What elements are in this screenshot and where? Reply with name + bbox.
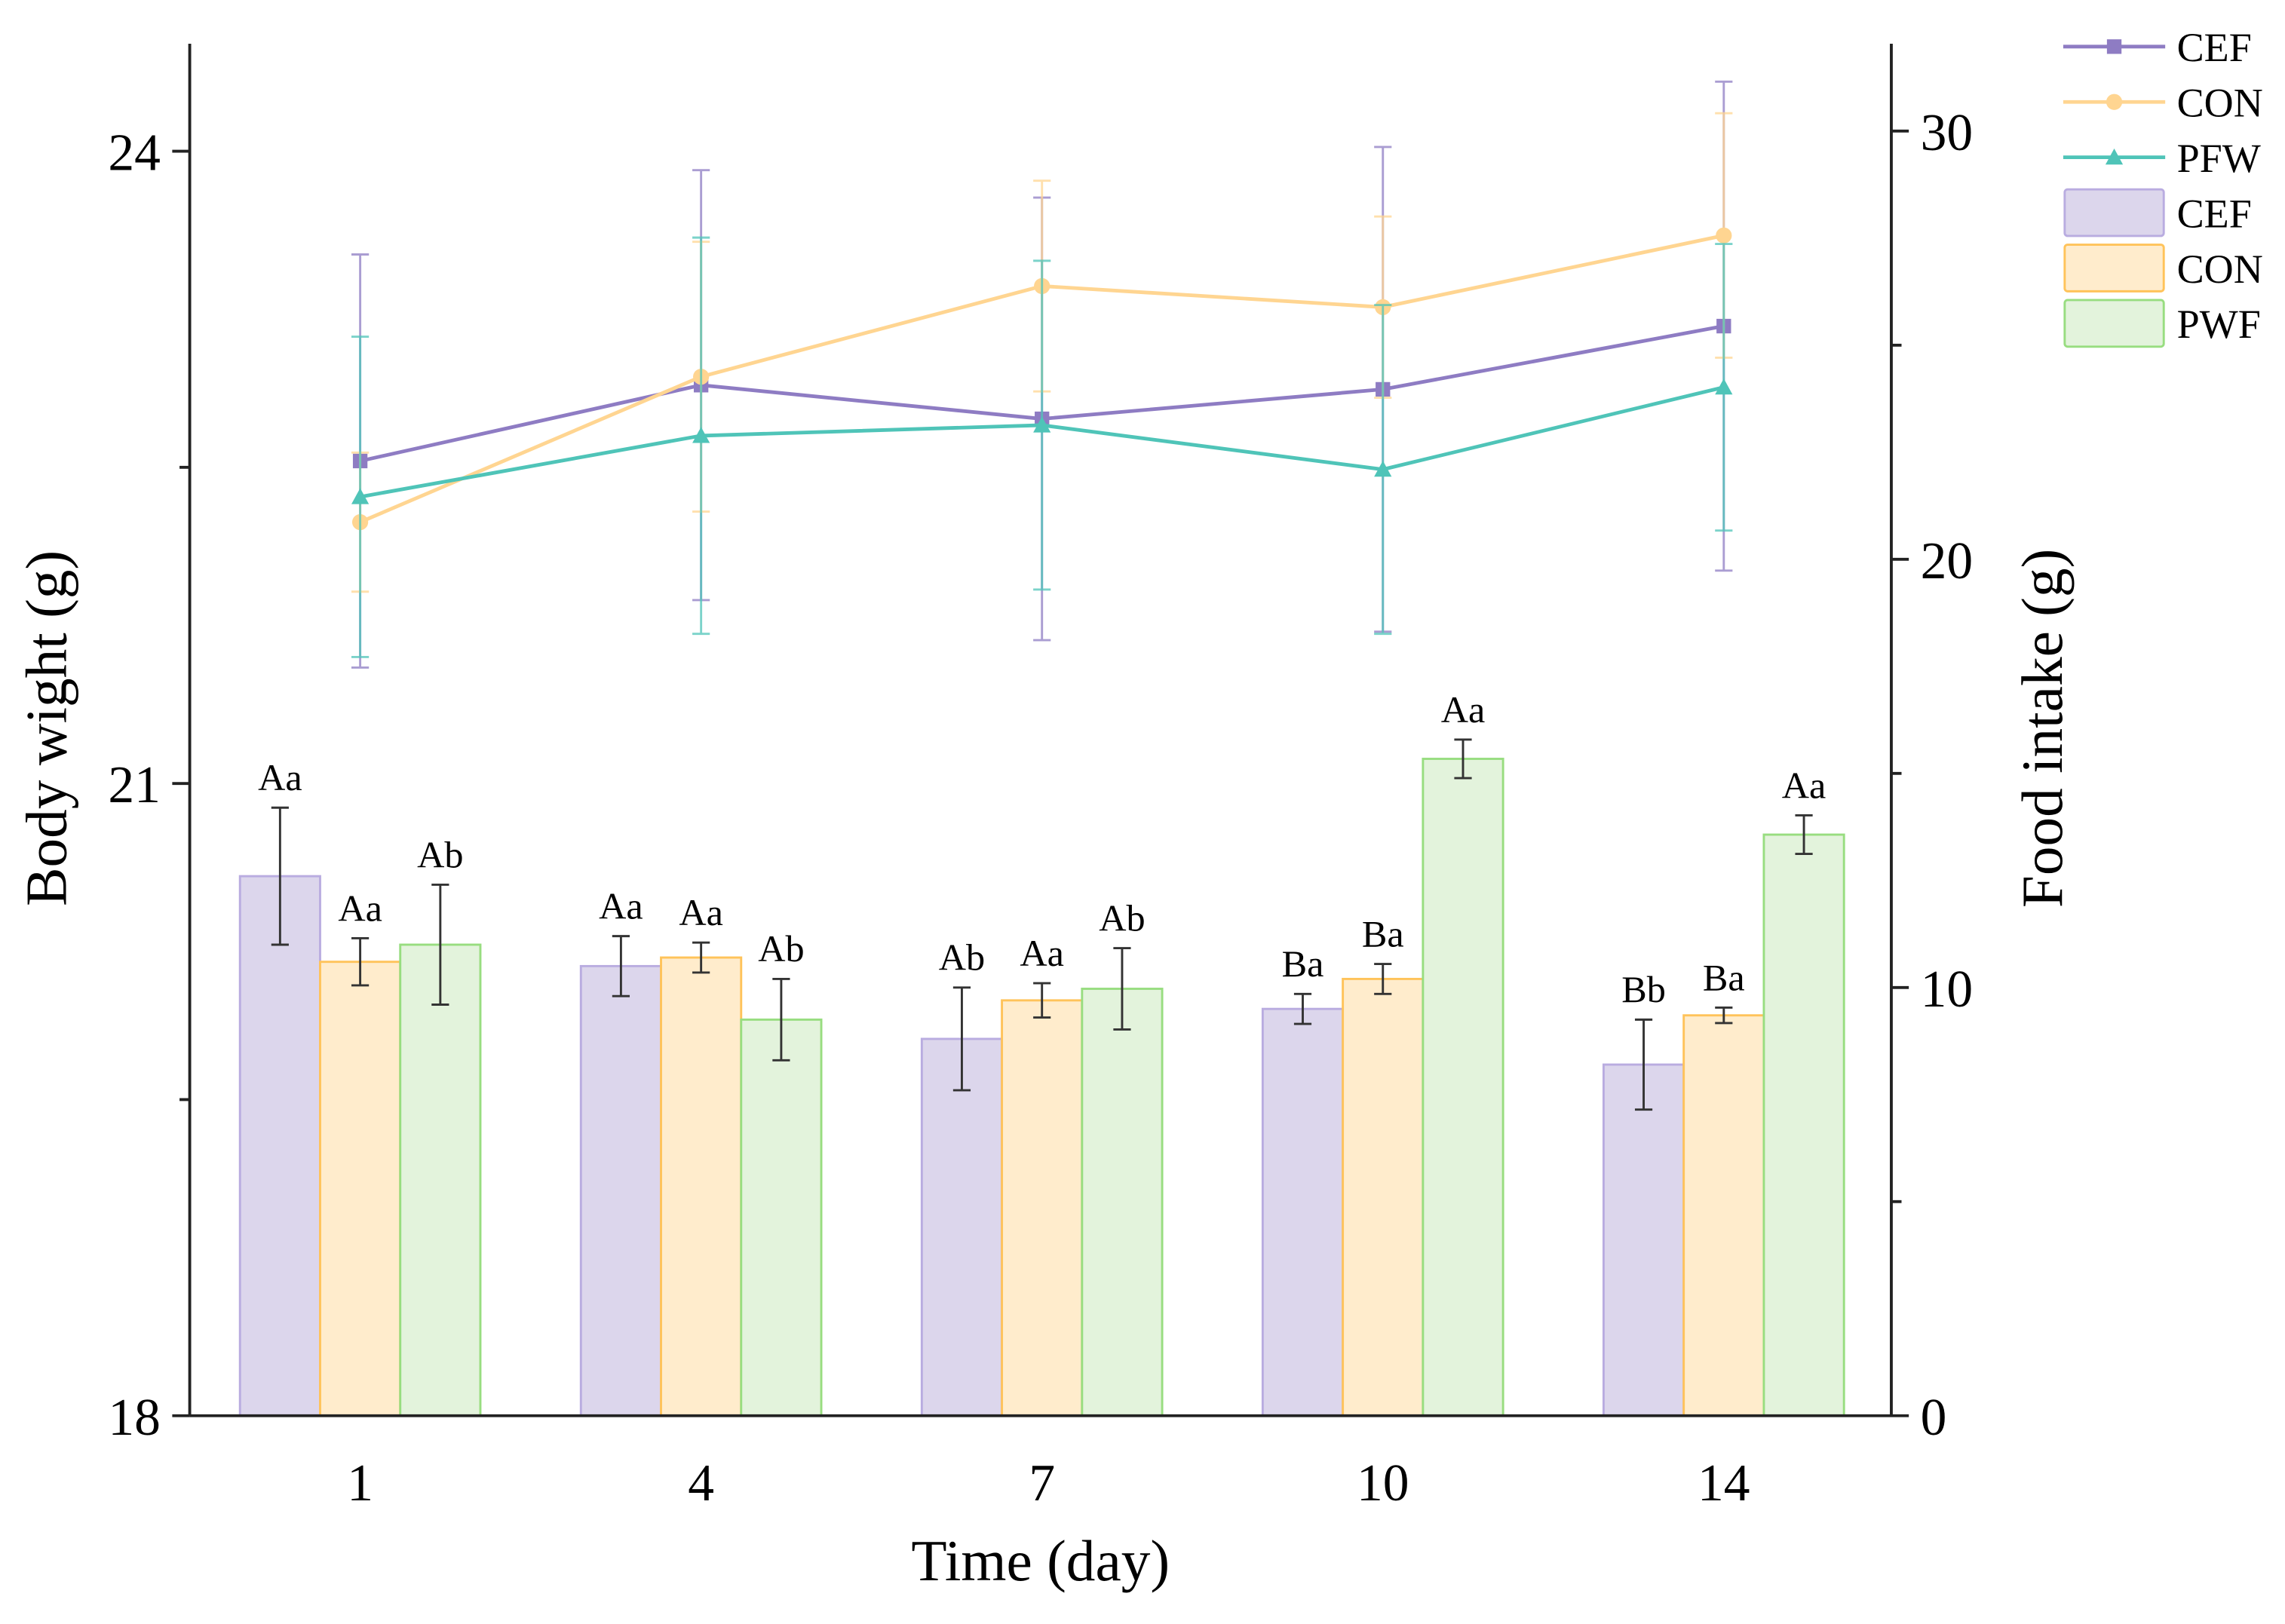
x-tick-label: 1 <box>347 1454 373 1512</box>
bar-error-bar <box>1033 982 1051 1019</box>
bar-significance-label: Ab <box>417 833 463 875</box>
bar-cef <box>1261 1007 1345 1417</box>
point-con <box>1716 227 1732 244</box>
legend-marker-pfw <box>2105 149 2124 165</box>
bar-con <box>660 956 743 1417</box>
bar-error-bar <box>1715 1007 1733 1025</box>
x-tick-label: 7 <box>1029 1454 1055 1512</box>
bar-con <box>1682 1014 1765 1417</box>
bar-significance-label: Ba <box>1703 956 1745 998</box>
legend-bar-swatch <box>2063 188 2165 237</box>
bar-cef <box>579 964 662 1417</box>
x-tick-label: 10 <box>1357 1454 1409 1512</box>
bar-pwf <box>740 1018 823 1417</box>
y-axis-right-label: Food intake (g) <box>2010 549 2075 908</box>
bar-significance-label: Bb <box>1621 968 1666 1010</box>
bar-significance-label: Ab <box>758 927 804 970</box>
bar-significance-label: Ab <box>1099 896 1145 939</box>
bar-pwf <box>1762 833 1845 1417</box>
bar-cef <box>920 1037 1004 1417</box>
bar-significance-label: Aa <box>1441 688 1486 731</box>
bar-error-bar <box>1293 992 1312 1025</box>
bar-significance-label: Ab <box>939 936 985 979</box>
bar-cef <box>238 875 321 1417</box>
y-right-tick-label: 10 <box>1921 961 1974 1019</box>
x-axis-label: Time (day) <box>911 1528 1170 1593</box>
y-right-tick-label: 30 <box>1921 104 1974 162</box>
point-pfw <box>351 488 370 504</box>
bar-error-bar <box>271 806 289 946</box>
legend-bar-swatch <box>2063 299 2165 348</box>
point-pfw <box>1715 378 1733 395</box>
y-left-tick-label: 24 <box>108 124 161 182</box>
legend-label: CON <box>2177 247 2263 292</box>
legend-bar-swatch <box>2063 244 2165 293</box>
bar-error-bar <box>612 935 630 997</box>
bar-con <box>319 961 402 1417</box>
bar-significance-label: Ba <box>1362 912 1404 954</box>
y-axis-left-label: Body wight (g) <box>14 550 78 906</box>
bar-significance-label: Aa <box>599 884 643 927</box>
point-pfw <box>692 427 710 443</box>
bar-significance-label: Aa <box>258 756 302 798</box>
bar-error-bar <box>1795 814 1813 856</box>
bar-significance-label: Aa <box>338 887 382 929</box>
bar-error-bar <box>692 941 710 974</box>
legend-label: CON <box>2177 81 2263 126</box>
bar-error-bar <box>772 977 790 1062</box>
bar-con <box>1342 977 1425 1417</box>
bar-error-bar <box>1634 1018 1653 1111</box>
legend-label: CEF <box>2177 191 2252 236</box>
bar-pwf <box>1422 758 1504 1417</box>
bar-cef <box>1602 1063 1685 1417</box>
bar-pwf <box>399 943 482 1417</box>
x-tick-label: 4 <box>688 1454 714 1512</box>
y-left-tick-label: 21 <box>108 756 161 814</box>
legend-label: CEF <box>2177 25 2252 70</box>
legend-marker-cef <box>2106 39 2122 54</box>
legend-marker-con <box>2106 93 2123 110</box>
bar-error-bar <box>1454 738 1472 780</box>
line-layer <box>351 80 1733 669</box>
bar-error-bar <box>1374 963 1392 995</box>
bar-error-bar <box>351 937 370 987</box>
bar-error-bar <box>1113 947 1131 1031</box>
bar-significance-label: Aa <box>1782 764 1826 806</box>
bar-error-bar <box>952 986 971 1092</box>
legend-label: PWF <box>2177 302 2261 347</box>
bar-significance-label: Aa <box>1020 932 1064 974</box>
legend: CEF CON PFW CEF CON PWF <box>2063 25 2263 348</box>
point-pfw <box>1374 461 1392 477</box>
bar-significance-label: Ba <box>1282 942 1324 985</box>
bar-con <box>1001 999 1084 1417</box>
bar-layer: Aa Aa Ab Ba Bb Aa Aa Aa Ba Ba Ab Ab Ab Aa Aa <box>238 688 1845 1417</box>
bar-significance-label: Aa <box>679 891 723 933</box>
bar-pwf <box>1081 988 1164 1417</box>
y-right-tick-label: 0 <box>1921 1389 1947 1447</box>
legend-label: PFW <box>2177 136 2261 181</box>
point-pfw <box>1033 416 1051 433</box>
bar-error-bar <box>431 884 449 1006</box>
y-right-tick-label: 20 <box>1921 532 1974 590</box>
x-tick-label: 14 <box>1698 1454 1750 1512</box>
y-left-tick-label: 18 <box>108 1389 161 1447</box>
